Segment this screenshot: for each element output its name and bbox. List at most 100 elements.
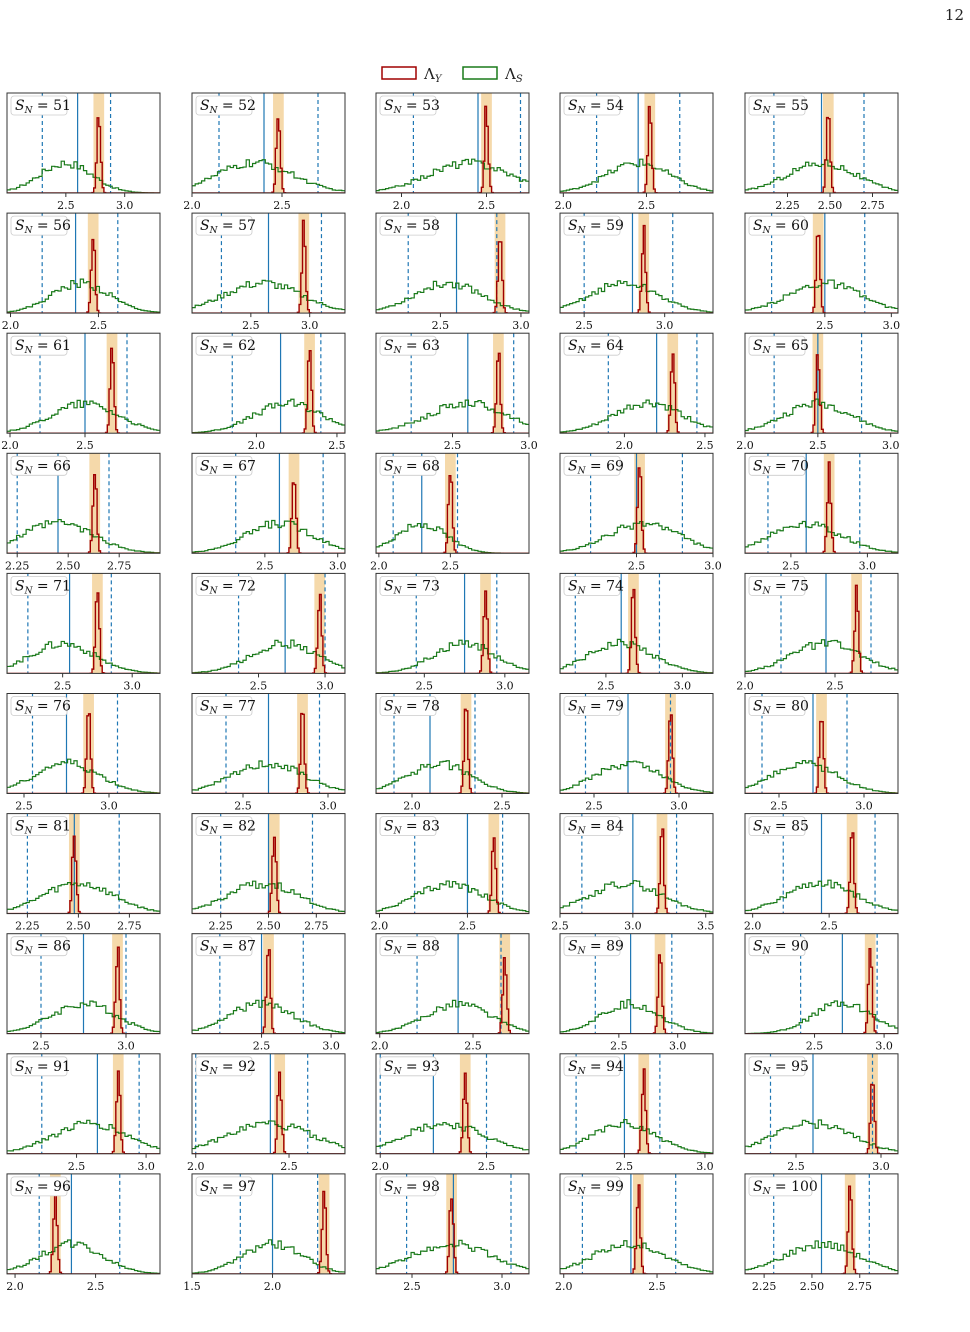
lambda-y-credible-band xyxy=(864,933,876,1034)
histogram-panel: 2.0 2.5 SN = 78 xyxy=(375,693,530,813)
panel-label: SN = 98 xyxy=(384,1179,440,1197)
histogram-panel: 2.5 3.0 SN = 87 xyxy=(191,933,346,1053)
panel-label: SN = 94 xyxy=(568,1059,624,1077)
x-tick-label: 2.0 xyxy=(736,439,754,452)
lambda-s-histogram xyxy=(376,639,529,674)
panel-frame xyxy=(744,452,899,554)
x-tick-label: 3.0 xyxy=(520,439,538,452)
x-tick-label: 3.0 xyxy=(496,679,514,692)
histogram-panel: 1.5 2.0 SN = 97 xyxy=(183,1173,346,1293)
panel-label: SN = 96 xyxy=(15,1179,71,1197)
panel-frame xyxy=(375,452,530,554)
x-tick-label: 2.5 xyxy=(648,1280,666,1293)
lambda-y-credible-band xyxy=(654,933,666,1034)
panel-frame xyxy=(191,1173,346,1275)
lambda-s-histogram xyxy=(7,758,160,794)
x-tick-label: 3.0 xyxy=(100,800,118,813)
panel-label: SN = 61 xyxy=(15,338,71,356)
lambda-y-histogram xyxy=(7,1188,160,1274)
panel-frame xyxy=(191,572,346,674)
panel-label-box xyxy=(563,1056,621,1077)
x-tick-label: 2.0 xyxy=(616,439,634,452)
x-tick-label: 2.0 xyxy=(371,1040,389,1053)
histogram-panel: 2.0 2.5 SN = 99 xyxy=(555,1173,714,1293)
panel-label-box xyxy=(379,215,437,236)
panel-frame xyxy=(6,572,161,674)
lambda-y-credible-band xyxy=(812,213,824,314)
lambda-y-histogram xyxy=(7,347,160,434)
lambda-y-credible-band xyxy=(493,333,504,434)
panel-label: SN = 54 xyxy=(568,98,624,116)
panel-label: SN = 72 xyxy=(200,578,256,596)
x-tick-label: 2.5 xyxy=(478,1160,496,1173)
panel-label: SN = 85 xyxy=(753,819,809,837)
panel-frame xyxy=(744,212,899,314)
panel-label: SN = 89 xyxy=(568,939,624,957)
panel-frame xyxy=(191,92,346,194)
histogram-panel: 2.25 2.50 2.75 SN = 81 xyxy=(6,813,161,933)
lambda-y-histogram xyxy=(560,828,713,914)
x-tick-label: 2.5 xyxy=(782,559,800,572)
lambda-s-histogram xyxy=(7,1239,160,1274)
lambda-y-credible-band xyxy=(274,1053,286,1154)
panel-frame xyxy=(559,1173,714,1275)
x-tick-label: 2.5 xyxy=(280,1160,298,1173)
panel-frame xyxy=(744,933,899,1035)
panel-label-box xyxy=(10,215,68,236)
panel-label-box xyxy=(379,576,437,596)
lambda-y-credible-band xyxy=(318,1173,330,1274)
panel-label: SN = 58 xyxy=(384,218,440,236)
histogram-panel: 2.5 3.0 SN = 77 xyxy=(191,693,346,813)
histogram-panel: 2.5 3.0 SN = 73 xyxy=(375,572,530,692)
panel-label-box xyxy=(195,215,253,236)
x-tick-label: 2.0 xyxy=(555,199,573,212)
panel-label: SN = 67 xyxy=(200,458,256,476)
x-tick-label: 3.0 xyxy=(624,920,642,933)
panel-frame xyxy=(191,452,346,554)
histogram-panel: 2.25 2.50 2.75 SN = 82 xyxy=(191,813,346,933)
x-tick-label: 2.75 xyxy=(117,920,142,933)
panel-label: SN = 70 xyxy=(753,458,809,476)
panel-frame xyxy=(559,332,714,434)
x-tick-label: 2.5 xyxy=(616,1160,634,1173)
panel-label-box xyxy=(379,455,437,476)
panel-label-box xyxy=(10,455,68,476)
panel-label-box xyxy=(10,696,68,716)
lambda-s-histogram xyxy=(7,399,160,434)
panel-frame xyxy=(744,92,899,194)
x-tick-label: 1.5 xyxy=(183,1280,201,1293)
histogram-panel: 2.5 3.0 SN = 59 xyxy=(559,212,714,332)
panel-label: SN = 83 xyxy=(384,819,440,837)
x-tick-label: 2.0 xyxy=(1,439,19,452)
x-tick-label: 2.25 xyxy=(15,920,40,933)
histogram-panel: 2.0 2.5 SN = 92 xyxy=(187,1053,346,1173)
x-tick-label: 2.5 xyxy=(809,439,827,452)
lambda-y-credible-band xyxy=(816,693,827,794)
lambda-s-histogram xyxy=(376,880,529,914)
panel-frame xyxy=(6,693,161,794)
panel-label: SN = 63 xyxy=(384,338,440,356)
panel-label-box xyxy=(379,1176,437,1197)
panel-label: SN = 71 xyxy=(15,578,71,596)
panel-label: SN = 91 xyxy=(15,1059,71,1077)
panel-label-box xyxy=(563,335,621,356)
x-tick-label: 2.5 xyxy=(628,559,646,572)
lambda-y-credible-band xyxy=(844,1173,856,1274)
x-tick-label: 2.5 xyxy=(57,199,75,212)
panel-label: SN = 64 xyxy=(568,338,624,356)
x-tick-label: 2.25 xyxy=(208,920,233,933)
panel-label-box xyxy=(10,576,68,596)
x-tick-label: 3.0 xyxy=(116,199,134,212)
lambda-y-credible-band xyxy=(89,453,101,554)
lambda-s-histogram xyxy=(376,158,529,193)
lambda-s-histogram xyxy=(192,999,345,1034)
x-tick-label: 3.0 xyxy=(704,559,722,572)
histogram-panel: 2.5 3.0 3.5 SN = 84 xyxy=(551,813,714,933)
lambda-y-credible-band xyxy=(298,213,310,314)
lambda-y-histogram xyxy=(376,1072,529,1154)
x-tick-label: 2.5 xyxy=(597,679,615,692)
panel-label: SN = 80 xyxy=(753,699,809,717)
x-tick-label: 2.0 xyxy=(264,1280,282,1293)
lambda-y-histogram xyxy=(376,837,529,914)
histogram-panel: 2.0 2.5 SN = 75 xyxy=(736,572,899,692)
